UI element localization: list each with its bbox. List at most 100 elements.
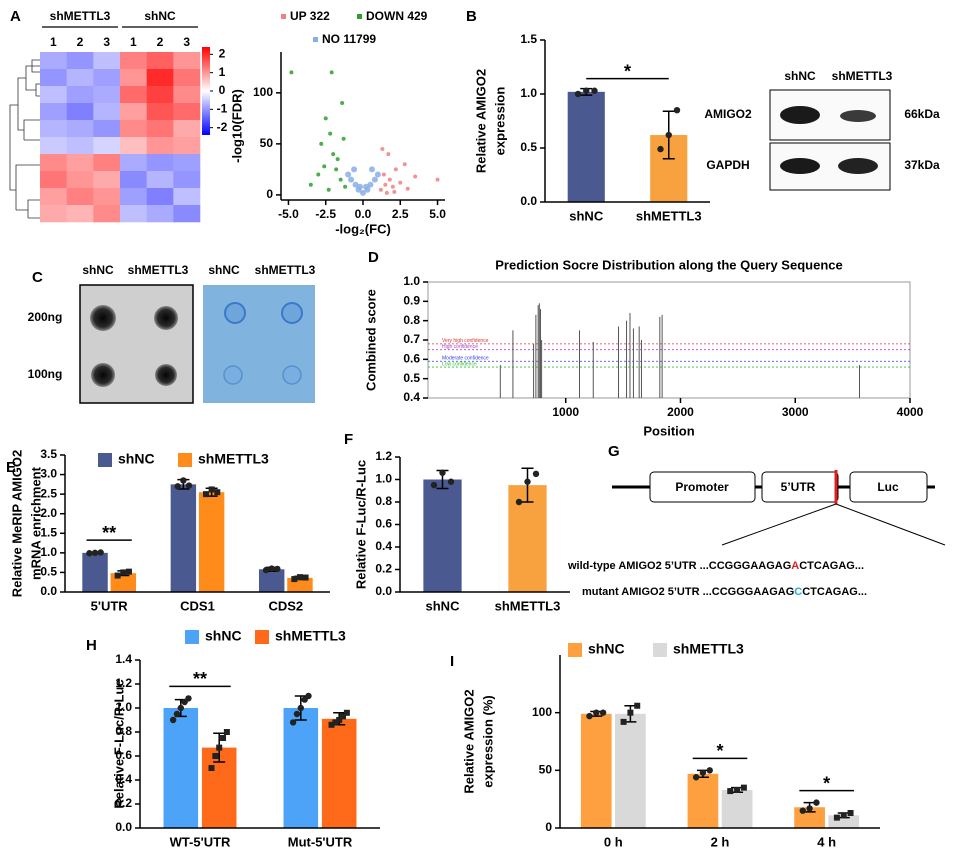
data-point [439,469,446,476]
y-tick-label: 100 [532,705,552,719]
y-tick-label: 1.2 [375,449,392,463]
data-point [657,145,664,153]
heatmap-cell [146,103,174,121]
heatmap-cell [120,154,147,172]
heatmap-cell [173,188,201,206]
y-tick-label: 0.5 [520,140,537,154]
data-point [302,574,309,581]
bar [508,485,547,592]
zoom-line [835,503,946,546]
legend-swatch [178,453,192,467]
y-axis-title: expression [492,87,507,156]
y-tick-label: 0.4 [375,539,392,553]
heatmap-cell [40,103,67,121]
data-point [524,478,531,485]
dot-column: shMETTL3 [255,263,316,277]
sequence-site: C [794,586,802,598]
point [413,174,418,179]
data-point [169,716,177,724]
significance-label: ** [102,523,116,543]
y-tick-label: 1.2 [115,676,132,690]
x-tick-label: 0.0 [355,207,372,221]
data-point [699,769,707,776]
point [362,183,369,190]
point [341,136,346,141]
blot-size: 66kDa [904,107,940,121]
data-point [727,788,734,795]
dot [155,364,177,386]
data-point [634,702,641,709]
bar [163,708,199,828]
y-tick-label: 0 [266,187,273,201]
data-point [97,549,104,556]
y-tick-label: 0.8 [375,494,392,508]
data-point [813,799,820,806]
y-tick-label: 0.0 [40,584,57,598]
point [308,182,313,187]
point [352,181,359,188]
blot-size: 37kDa [904,158,940,172]
heatmap-cell [66,120,94,138]
heatmap-cell [120,52,147,70]
x-tick-label: shMETTL3 [636,208,702,223]
heatmap-cell [120,69,147,87]
data-point [515,498,523,506]
blot-row: AMIGO2 [704,107,752,121]
heatmap-cell [93,120,121,138]
sequence-site: A [791,560,799,572]
legend-swatch [357,14,362,19]
data-point [91,549,99,557]
bar [198,492,225,592]
data-point [336,717,343,723]
y-axis-title: Relative F-Luc/R-Luc [111,679,126,808]
x-tick-label: shNC [426,598,461,613]
legend-label: shMETTL3 [673,641,744,657]
heatmap-cell [40,137,67,155]
data-point [185,482,193,489]
sequence-part: mutant AMIGO2 5’UTR ...CCGGGAAGAG [582,586,794,598]
point [331,152,336,157]
panel-label: H [86,637,97,654]
data-point [297,704,304,712]
point [380,146,385,151]
column-label: 1 [130,35,137,49]
y-tick-label: 0.2 [375,562,392,576]
data-point [706,767,713,774]
data-point [343,709,350,716]
x-tick-label: 0 h [604,834,623,849]
data-point [586,712,593,720]
heatmap-cell [66,205,94,223]
x-axis-title: -log₂(FC) [335,221,391,236]
heatmap-cell [173,103,201,121]
y-tick-label: 1.5 [40,525,57,539]
legend-swatch [653,643,667,657]
x-tick-label: 1000 [552,405,579,419]
point [381,172,386,177]
colorbar-label: -1 [217,102,228,116]
sequence-part: CTCAGAG... [802,586,867,598]
x-tick-label: 2.5 [392,207,409,221]
heatmap-cell [40,52,67,70]
x-tick-label: -5.0 [278,207,299,221]
point [393,167,398,172]
bar [580,713,612,828]
dot-row: 100ng [28,367,63,381]
point [367,181,374,188]
legend-swatch [185,630,199,644]
heatmap-cell [66,154,94,172]
data-point [293,710,301,718]
data-point [216,744,223,751]
x-tick-label: shNC [569,208,604,223]
error-bar [521,467,534,503]
dot [154,306,178,330]
y-tick-label: 1.0 [115,700,132,714]
data-point [627,709,634,716]
dot [224,302,246,324]
data-point [305,692,312,700]
data-point [174,483,181,490]
data-point [220,735,227,741]
heatmap-cell [173,154,201,172]
data-point [208,765,215,771]
point [392,189,397,194]
